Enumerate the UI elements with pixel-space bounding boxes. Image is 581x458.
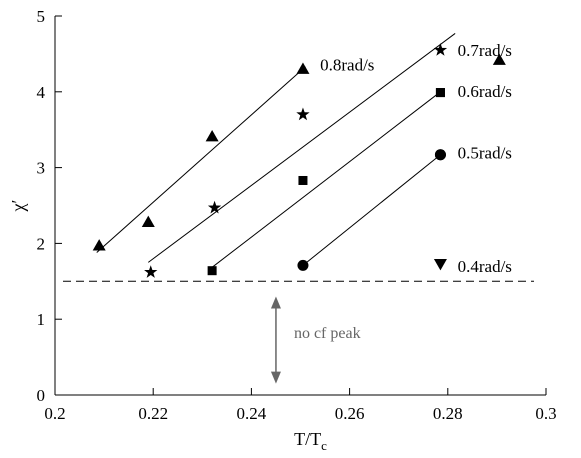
x-axis-title: T/Tc bbox=[294, 429, 327, 453]
y-tick-label: 1 bbox=[37, 310, 46, 329]
fit-line bbox=[302, 154, 441, 266]
triangle-up-marker bbox=[92, 239, 106, 251]
star-marker bbox=[433, 43, 448, 56]
triangle-up-marker bbox=[296, 62, 310, 74]
annotation-arrow-head-down bbox=[270, 371, 281, 384]
x-tick-label: 0.22 bbox=[138, 404, 168, 423]
triangle-up-marker bbox=[141, 215, 155, 228]
x-axis-title-main: T/T bbox=[294, 429, 321, 449]
star-marker bbox=[144, 265, 158, 278]
ticks: 0 1 2 3 4 5 0.2 0.22 0.24 0.26 0.28 0.3 bbox=[37, 7, 557, 423]
series-label: 0.6rad/s bbox=[458, 82, 512, 101]
x-tick-label: 0.2 bbox=[44, 404, 65, 423]
series-labels: 0.8rad/s 0.7rad/s 0.6rad/s 0.5rad/s 0.4rad/s bbox=[320, 41, 512, 276]
x-tick-label: 0.24 bbox=[237, 404, 267, 423]
series-label: 0.5rad/s bbox=[458, 143, 512, 162]
y-tick-label: 4 bbox=[37, 83, 46, 102]
fit-lines bbox=[96, 33, 456, 270]
data-markers bbox=[92, 43, 506, 278]
square-marker bbox=[207, 266, 217, 276]
circle-marker bbox=[434, 149, 446, 161]
axes bbox=[54, 16, 546, 396]
annotation-arrow-head-up bbox=[270, 296, 281, 309]
y-tick-label: 0 bbox=[37, 386, 46, 405]
series-label: 0.4rad/s bbox=[458, 257, 512, 276]
x-tick-label: 0.26 bbox=[335, 404, 365, 423]
star-marker bbox=[207, 200, 222, 214]
y-tick-label: 5 bbox=[37, 7, 46, 26]
star-marker bbox=[296, 107, 310, 121]
triangle-up-marker bbox=[492, 53, 506, 65]
circle-marker bbox=[297, 259, 309, 271]
fit-line bbox=[209, 91, 441, 270]
triangle-up-marker bbox=[205, 130, 219, 142]
triangle-down-marker bbox=[433, 258, 447, 271]
x-tick-label: 0.3 bbox=[535, 404, 556, 423]
y-axis-title: χ′ bbox=[8, 199, 28, 212]
y-tick-label: 3 bbox=[37, 159, 46, 178]
axis-titles: T/Tc χ′ bbox=[8, 199, 327, 453]
annotation-text: no cf peak bbox=[294, 325, 361, 342]
fit-line bbox=[147, 33, 456, 263]
annotation: no cf peak bbox=[270, 296, 361, 384]
y-tick-label: 2 bbox=[37, 234, 46, 253]
series-label: 0.7rad/s bbox=[458, 41, 512, 60]
series-label: 0.8rad/s bbox=[320, 56, 374, 75]
x-tick-label: 0.28 bbox=[433, 404, 463, 423]
fit-line bbox=[96, 66, 306, 253]
square-marker bbox=[435, 88, 445, 98]
square-marker bbox=[298, 175, 308, 185]
x-axis-title-subscript: c bbox=[321, 438, 327, 453]
